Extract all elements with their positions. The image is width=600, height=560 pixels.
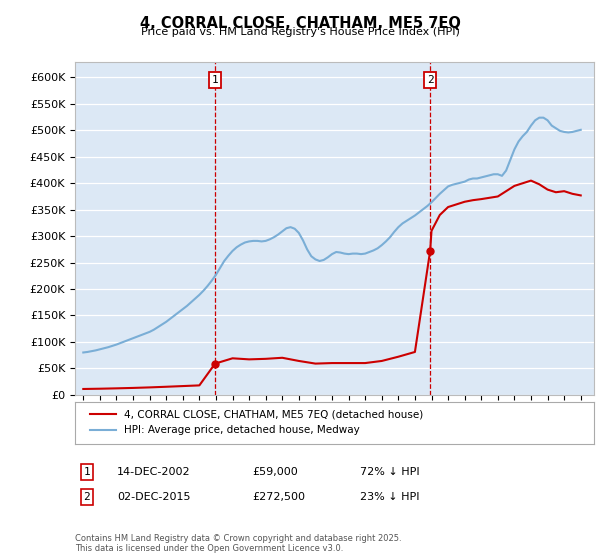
Text: £272,500: £272,500 [252, 492, 305, 502]
Text: £59,000: £59,000 [252, 467, 298, 477]
Text: 14-DEC-2002: 14-DEC-2002 [117, 467, 191, 477]
Text: Price paid vs. HM Land Registry's House Price Index (HPI): Price paid vs. HM Land Registry's House … [140, 27, 460, 37]
Text: 2: 2 [427, 75, 434, 85]
Text: 1: 1 [212, 75, 218, 85]
Text: 23% ↓ HPI: 23% ↓ HPI [360, 492, 419, 502]
Legend: 4, CORRAL CLOSE, CHATHAM, ME5 7EQ (detached house), HPI: Average price, detached: 4, CORRAL CLOSE, CHATHAM, ME5 7EQ (detac… [85, 405, 427, 440]
Text: 72% ↓ HPI: 72% ↓ HPI [360, 467, 419, 477]
Text: 02-DEC-2015: 02-DEC-2015 [117, 492, 191, 502]
Text: 1: 1 [83, 467, 91, 477]
Text: 2: 2 [83, 492, 91, 502]
Text: Contains HM Land Registry data © Crown copyright and database right 2025.
This d: Contains HM Land Registry data © Crown c… [75, 534, 401, 553]
Text: 4, CORRAL CLOSE, CHATHAM, ME5 7EQ: 4, CORRAL CLOSE, CHATHAM, ME5 7EQ [140, 16, 460, 31]
